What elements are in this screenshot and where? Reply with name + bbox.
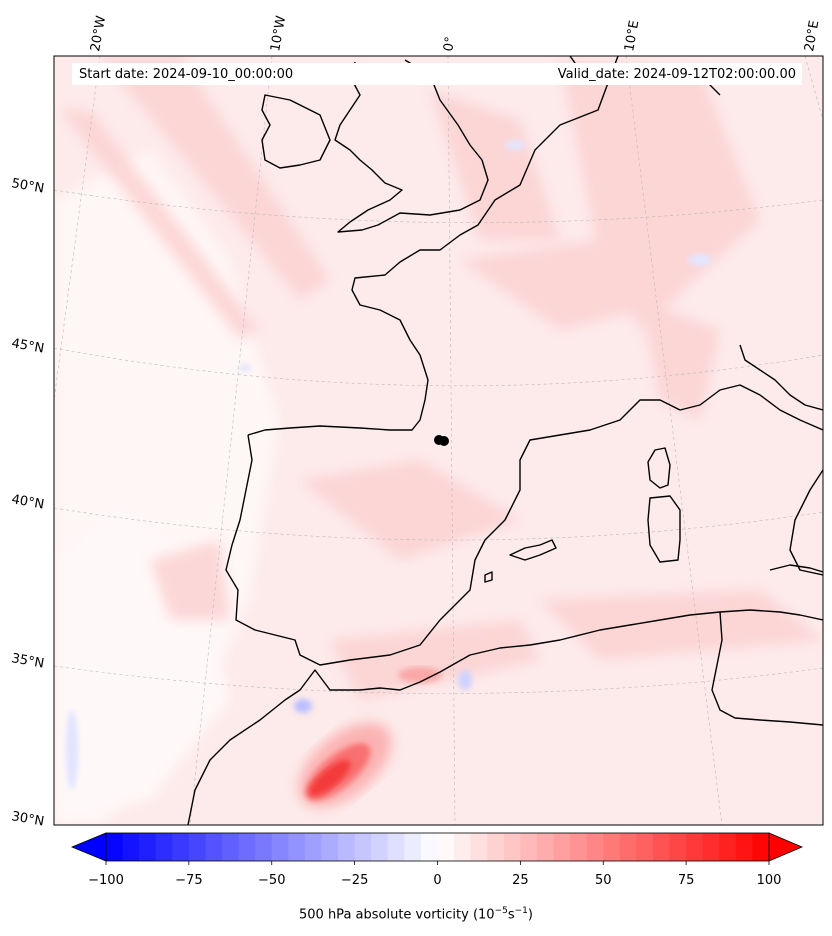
colorbar-min-extend [70,832,107,862]
coast-continent-north [247,56,619,436]
coast-tunisia [711,611,823,726]
colorbar-title: 500 hPa absolute vorticity (10−5s−1) [0,906,832,922]
coast-north-africa [187,609,823,825]
map-frame [53,55,824,826]
colorbar-title-suffix: ) [527,907,533,923]
colorbar-step [570,833,588,861]
coast-italy-boot [789,469,823,576]
colorbar-tick-label: −100 [88,873,124,888]
colorbar-step [437,833,455,861]
colorbar-steps [106,833,770,861]
colorbar-tick-label: 100 [757,873,782,888]
valid-date-label: Valid_date: 2024-09-12T02:00:00.00 [557,67,796,82]
lon-label: 10°E [622,19,642,52]
colorbar-step [238,833,256,861]
colorbar-step [420,833,438,861]
colorbar-step [288,833,306,861]
coast-sardinia [647,495,681,563]
lon-label: 0° [441,36,458,53]
colorbar-ticks: −100 −75 −50 −25 0 25 50 75 100 [88,861,781,888]
lat-label: 30°N [10,809,45,829]
location-marker [434,435,449,446]
lon-label: 20°W [88,15,109,53]
colorbar-tick-label: −25 [341,873,368,888]
colorbar-step [553,833,571,861]
coast-balearics [509,539,557,561]
colorbar-step [354,833,372,861]
colorbar-step [503,833,521,861]
colorbar-step [686,833,704,861]
colorbar-step [338,833,356,861]
colorbar-step [520,833,538,861]
latitude-labels: 50°N 45°N 40°N 35°N 30°N [10,176,45,829]
colorbar-title-mid: s [507,907,515,923]
coast-iberia [225,399,681,666]
colorbar-step [222,833,240,861]
colorbar-step [586,833,604,861]
colorbar-tick-label: 0 [433,873,441,888]
colorbar-step [139,833,157,861]
vorticity-maximum [298,667,442,808]
colorbar-step [172,833,190,861]
colorbar-tick-label: −50 [258,873,285,888]
colorbar-step [669,833,687,861]
colorbar-step [387,833,405,861]
colorbar-step [321,833,339,861]
lat-label: 45°N [10,336,45,356]
coast-corsica [647,447,671,489]
colorbar-tick-label: 50 [595,873,612,888]
colorbar-title-prefix: 500 hPa absolute vorticity (10 [299,907,495,923]
colorbar-step [271,833,289,861]
colorbar-step [255,833,273,861]
lon-label: 20°E [802,19,822,52]
colorbar-step [735,833,753,861]
colorbar-max-extend [768,832,804,862]
colorbar-step [652,833,671,861]
coast-ireland [261,94,331,169]
colorbar-step [636,833,654,861]
coast-sicily [769,564,823,573]
coast-italy [679,384,823,431]
colorbar-step [106,833,124,861]
vorticity-streaks [60,56,823,700]
colorbar-tick-label: 25 [512,873,529,888]
colorbar-tick-label: 75 [678,873,695,888]
lat-label: 40°N [10,492,45,512]
colorbar-step [603,833,621,861]
colorbar-step [404,833,422,861]
colorbar-step [536,833,555,861]
colorbar-step [188,833,206,861]
colorbar-title-exp1: −5 [494,906,508,916]
colorbar-step [304,833,322,861]
coastlines [187,56,823,825]
map-panel [54,56,823,825]
header-box [72,63,802,85]
colorbar-step [155,833,173,861]
lon-label: 10°W [268,15,289,53]
colorbar-tick-label: −75 [175,873,202,888]
lat-label: 50°N [10,176,45,196]
colorbar-step [470,833,488,861]
colorbar-step [487,833,505,861]
colorbar-step [752,833,770,861]
start-date-label: Start date: 2024-09-10_00:00:00 [79,67,294,82]
colorbar-title-exp2: −1 [514,906,528,916]
negative-vorticity-spots [66,140,712,790]
colorbar-step [702,833,720,861]
lat-label: 35°N [10,651,45,671]
coast-great-britain [334,59,489,233]
longitude-labels: 20°W 10°W 0° 10°E 20°E [88,15,822,53]
coast-balkans [739,344,823,411]
colorbar-step [122,833,140,861]
colorbar: −100 −75 −50 −25 0 25 50 75 100 [70,832,804,888]
colorbar-step [454,833,472,861]
colorbar-step [719,833,737,861]
colorbar-step [205,833,223,861]
colorbar-step [619,833,637,861]
colorbar-step [371,833,389,861]
